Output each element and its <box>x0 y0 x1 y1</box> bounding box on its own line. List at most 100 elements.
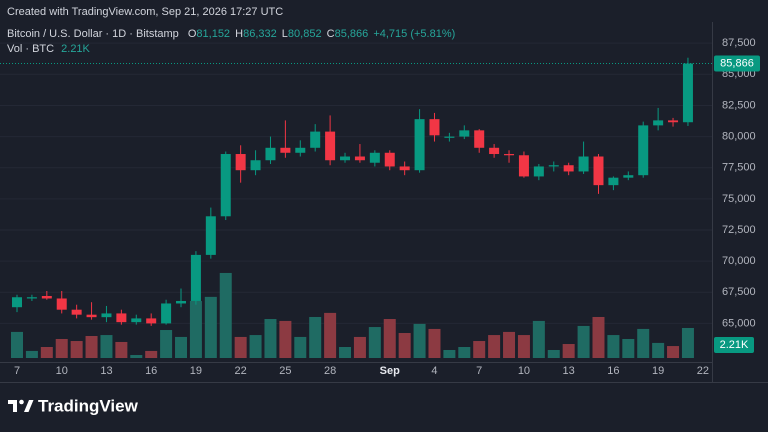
volume-bar <box>279 320 292 358</box>
candle-body <box>220 154 231 217</box>
legend-prefix: L <box>282 28 288 40</box>
x-tick-label: 13 <box>100 365 112 377</box>
volume-bar <box>249 335 262 358</box>
volume-bar <box>324 312 337 358</box>
candle-body <box>176 300 187 304</box>
x-tick-label: 22 <box>697 365 709 377</box>
x-tick-label: 16 <box>607 365 619 377</box>
candle-body <box>295 147 306 153</box>
candle-body <box>668 120 679 123</box>
candle-body <box>56 298 67 310</box>
x-tick-label: 19 <box>652 365 664 377</box>
volume-box <box>714 336 754 353</box>
candle-body <box>429 119 440 136</box>
volume-bar <box>204 296 217 358</box>
volume-bar <box>25 350 38 358</box>
volume-bar <box>130 355 143 358</box>
candle-body <box>653 120 664 126</box>
volume-bar <box>458 346 471 358</box>
volume-bar <box>398 333 411 358</box>
volume-bar <box>637 328 650 358</box>
candle-body <box>41 295 52 299</box>
x-tick-label: 25 <box>279 365 291 377</box>
volume-bar <box>264 319 277 358</box>
candle-body <box>205 216 216 255</box>
x-tick-label: 10 <box>518 365 530 377</box>
volume-bar <box>488 335 501 358</box>
volume-bar <box>189 300 202 358</box>
volume-bar <box>607 335 620 358</box>
volume-bar <box>517 335 530 358</box>
candle-body <box>250 160 261 171</box>
x-tick-label: 19 <box>190 365 202 377</box>
logo: TradingView <box>8 396 139 415</box>
logo-text: TradingView <box>38 396 139 415</box>
legend-prefix: C <box>327 28 335 40</box>
candle-body <box>131 318 142 323</box>
volume-bar <box>175 336 188 358</box>
candle-body <box>265 147 276 161</box>
candle-body <box>71 309 82 315</box>
volume-legend-value: 2.21K <box>61 43 90 55</box>
last-price-label: 85,866 <box>720 57 754 69</box>
candle-body <box>86 314 97 318</box>
volume-bar <box>70 341 83 358</box>
volume-bar <box>234 336 247 358</box>
y-tick-label: 70,000 <box>722 255 756 267</box>
volume-bar <box>577 325 590 358</box>
volume-legend: Vol · BTC 2.21K <box>7 43 91 55</box>
volume-bar <box>339 346 352 358</box>
candle-body <box>384 152 395 167</box>
volume-bar <box>652 342 665 358</box>
volume-bar <box>592 316 605 358</box>
candle-body <box>116 313 127 323</box>
candle-body <box>459 130 470 137</box>
y-tick-label: 67,500 <box>722 286 756 298</box>
y-tick-label: 72,500 <box>722 224 756 236</box>
volume-bar <box>443 349 456 358</box>
logo-icon-dot <box>19 399 24 405</box>
candle-body <box>12 297 22 308</box>
candle-body <box>518 155 529 177</box>
x-tick-label: 22 <box>235 365 247 377</box>
legend-value: 86,332 <box>243 28 277 40</box>
x-tick-label: 4 <box>431 365 437 377</box>
volume-bar <box>55 338 68 358</box>
volume-bar <box>115 341 128 358</box>
volume-bar <box>160 330 173 358</box>
volume-bar <box>294 336 307 358</box>
volume-bar <box>145 350 158 358</box>
volume-bar <box>562 344 575 358</box>
volume-bar <box>473 341 486 358</box>
volume-bar <box>622 338 635 358</box>
candle-body <box>280 147 291 153</box>
candle-body <box>310 131 321 148</box>
header: Created with TradingView.com, Sep 21, 20… <box>7 6 283 18</box>
volume-bar <box>383 319 396 358</box>
candle-body <box>608 177 619 186</box>
candle-body <box>533 166 544 177</box>
x-tick-label: Sep <box>380 365 400 377</box>
volume-bar <box>368 327 381 358</box>
candle-body <box>161 303 172 324</box>
y-tick-label: 65,000 <box>722 317 756 329</box>
candle-body <box>593 156 604 186</box>
candle-body <box>474 130 485 148</box>
candle-body <box>354 156 365 161</box>
volume-title: Vol · BTC <box>7 43 54 55</box>
volume-bar <box>85 335 98 358</box>
candle-body <box>235 154 246 171</box>
candle-body <box>190 254 201 301</box>
candle-body <box>489 147 500 155</box>
volume-label: 2.21K <box>720 339 749 351</box>
candle-body <box>623 175 634 178</box>
candle-body <box>444 136 455 138</box>
candle-body <box>101 313 112 318</box>
legend: Bitcoin / U.S. Dollar · 1D · Bitstamp O8… <box>7 28 455 40</box>
legend-change: +4,715 (+5.81%) <box>373 28 455 40</box>
legend-value: 81,152 <box>196 28 230 40</box>
legend-title: Bitcoin / U.S. Dollar · 1D · Bitstamp <box>7 28 179 40</box>
volume-bar <box>503 331 516 358</box>
